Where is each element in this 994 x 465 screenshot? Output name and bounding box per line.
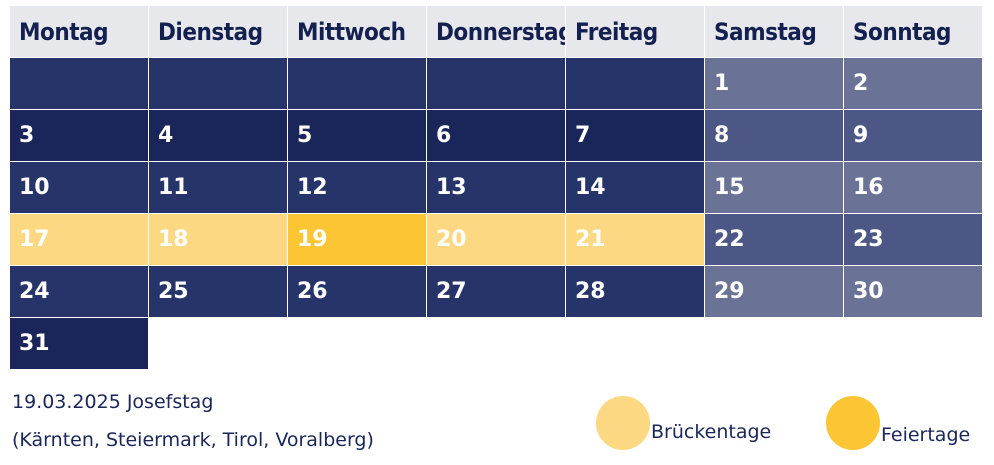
empty-cell <box>427 318 565 369</box>
day-cell: 2 <box>844 58 982 109</box>
weekday-header: Mittwoch <box>288 6 426 57</box>
day-cell: 13 <box>427 162 565 213</box>
empty-cell <box>288 318 426 369</box>
day-cell: 15 <box>705 162 843 213</box>
weekday-header: Donnerstag <box>427 6 565 57</box>
day-cell: 12 <box>288 162 426 213</box>
day-cell: 9 <box>844 110 982 161</box>
weekday-header: Freitag <box>566 6 704 57</box>
empty-cell <box>566 58 704 109</box>
day-cell: 20 <box>427 214 565 265</box>
day-cell: 28 <box>566 266 704 317</box>
legend-bridge-swatch <box>596 396 650 450</box>
day-cell: 29 <box>705 266 843 317</box>
day-cell: 5 <box>288 110 426 161</box>
day-cell: 23 <box>844 214 982 265</box>
day-cell: 19 <box>288 214 426 265</box>
empty-cell <box>10 58 148 109</box>
day-cell: 1 <box>705 58 843 109</box>
empty-cell <box>427 58 565 109</box>
calendar-grid: Montag Dienstag Mittwoch Donnerstag Freitag S… <box>10 6 982 369</box>
empty-cell <box>149 318 287 369</box>
holiday-regions-note: (Kärnten, Steiermark, Tirol, Voralberg) <box>12 429 374 451</box>
day-cell: 14 <box>566 162 704 213</box>
empty-cell <box>149 58 287 109</box>
weekday-header: Sonntag <box>844 6 982 57</box>
day-cell: 21 <box>566 214 704 265</box>
day-cell: 6 <box>427 110 565 161</box>
weekday-header: Montag <box>10 6 148 57</box>
weekday-header: Samstag <box>705 6 843 57</box>
empty-cell <box>705 318 843 369</box>
legend-bridge-label: Brückentage <box>651 421 772 443</box>
day-cell: 3 <box>10 110 148 161</box>
legend-holiday-label: Feiertage <box>881 424 971 446</box>
day-cell: 18 <box>149 214 287 265</box>
day-cell: 8 <box>705 110 843 161</box>
day-cell: 31 <box>10 318 148 369</box>
day-cell: 10 <box>10 162 148 213</box>
holiday-note: 19.03.2025 Josefstag <box>12 391 214 413</box>
day-cell: 26 <box>288 266 426 317</box>
day-cell: 11 <box>149 162 287 213</box>
empty-cell <box>844 318 982 369</box>
legend-holiday-swatch <box>826 396 880 450</box>
day-cell: 17 <box>10 214 148 265</box>
day-cell: 27 <box>427 266 565 317</box>
day-cell: 16 <box>844 162 982 213</box>
day-cell: 24 <box>10 266 148 317</box>
day-cell: 4 <box>149 110 287 161</box>
empty-cell <box>288 58 426 109</box>
day-cell: 25 <box>149 266 287 317</box>
day-cell: 22 <box>705 214 843 265</box>
weekday-header: Dienstag <box>149 6 287 57</box>
day-cell: 30 <box>844 266 982 317</box>
day-cell: 7 <box>566 110 704 161</box>
empty-cell <box>566 318 704 369</box>
